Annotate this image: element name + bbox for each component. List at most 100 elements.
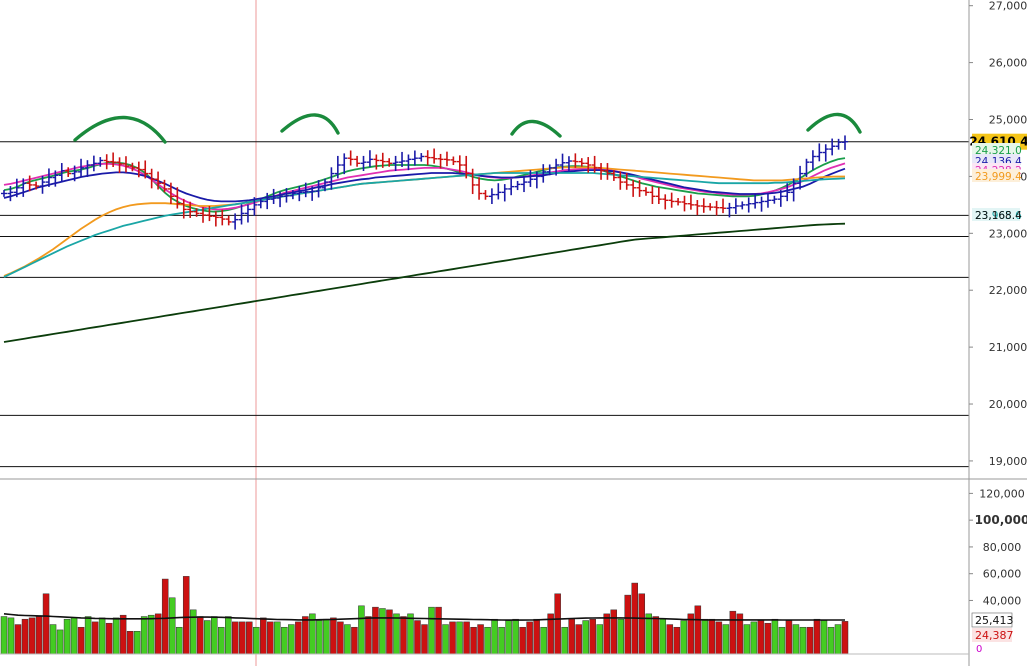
price-bar[interactable]: [354, 155, 361, 167]
price-bar[interactable]: [565, 156, 572, 172]
price-bar[interactable]: [437, 153, 444, 169]
price-bar[interactable]: [167, 182, 174, 205]
price-bar[interactable]: [822, 144, 829, 162]
price-bar[interactable]: [283, 188, 290, 203]
price-bar[interactable]: [129, 162, 136, 172]
volume-bar[interactable]: [393, 613, 400, 655]
price-bar[interactable]: [630, 180, 637, 197]
price-bar[interactable]: [347, 150, 354, 166]
peak-annotation-arc[interactable]: [73, 115, 167, 144]
price-bar[interactable]: [257, 198, 264, 209]
volume-bar[interactable]: [379, 608, 386, 655]
volume-bar[interactable]: [119, 614, 127, 655]
price-bar[interactable]: [392, 155, 399, 171]
volume-bar[interactable]: [14, 624, 22, 655]
price-bar[interactable]: [572, 153, 579, 168]
price-bar[interactable]: [675, 198, 682, 206]
volume-bar[interactable]: [498, 626, 505, 655]
volume-panel[interactable]: [0, 576, 849, 655]
volume-bar[interactable]: [260, 617, 267, 655]
volume-bar[interactable]: [344, 624, 351, 655]
volume-bar[interactable]: [540, 626, 547, 655]
price-bar[interactable]: [842, 135, 848, 150]
volume-bar[interactable]: [442, 624, 449, 655]
price-bar[interactable]: [360, 155, 367, 171]
volume-bar[interactable]: [484, 626, 491, 655]
volume-bar[interactable]: [512, 618, 519, 655]
volume-bar[interactable]: [140, 616, 148, 655]
price-bar[interactable]: [610, 170, 617, 181]
price-bar[interactable]: [809, 150, 816, 170]
price-bar[interactable]: [219, 209, 226, 226]
price-bar[interactable]: [334, 155, 341, 179]
volume-bar[interactable]: [98, 617, 106, 655]
volume-bar[interactable]: [7, 617, 15, 655]
volume-bar[interactable]: [295, 621, 302, 655]
volume-bar[interactable]: [112, 617, 120, 655]
volume-bar[interactable]: [617, 618, 624, 655]
price-bar[interactable]: [649, 186, 656, 205]
volume-bar[interactable]: [834, 624, 842, 655]
volume-bar[interactable]: [323, 618, 330, 655]
volume-bar[interactable]: [147, 614, 155, 655]
price-bar[interactable]: [341, 153, 348, 175]
volume-bar[interactable]: [63, 618, 71, 655]
price-bar[interactable]: [668, 192, 675, 208]
price-bar[interactable]: [521, 175, 528, 193]
volume-bar[interactable]: [708, 618, 716, 655]
volume-bar[interactable]: [582, 620, 589, 655]
price-bar[interactable]: [745, 197, 752, 213]
volume-bar[interactable]: [281, 626, 288, 655]
price-bar[interactable]: [302, 182, 309, 198]
price-bar[interactable]: [225, 215, 232, 226]
price-bar[interactable]: [501, 184, 508, 202]
volume-bar[interactable]: [211, 616, 218, 655]
price-bar[interactable]: [662, 194, 669, 210]
volume-bar[interactable]: [554, 593, 561, 655]
price-bar[interactable]: [476, 177, 483, 200]
price-bar[interactable]: [418, 153, 425, 162]
volume-bar[interactable]: [400, 616, 407, 655]
volume-bar[interactable]: [778, 626, 786, 655]
volume-bar[interactable]: [680, 620, 688, 655]
price-bar[interactable]: [443, 151, 450, 167]
volume-bar[interactable]: [365, 616, 372, 655]
volume-bar[interactable]: [715, 621, 723, 655]
volume-bar[interactable]: [84, 616, 92, 655]
volume-bar[interactable]: [533, 618, 540, 655]
volume-bar[interactable]: [196, 616, 204, 655]
volume-bar[interactable]: [225, 616, 232, 655]
price-bar[interactable]: [585, 157, 592, 173]
price-bar[interactable]: [636, 180, 643, 197]
volume-bar[interactable]: [161, 578, 169, 655]
volume-bar[interactable]: [28, 617, 36, 655]
price-bar[interactable]: [816, 143, 823, 162]
volume-bar[interactable]: [645, 613, 653, 655]
volume-bar[interactable]: [638, 593, 646, 655]
price-bar[interactable]: [187, 201, 194, 218]
moving-average-line[interactable]: [3, 157, 846, 213]
volume-bar[interactable]: [77, 626, 85, 655]
volume-bar[interactable]: [42, 593, 50, 655]
price-bar[interactable]: [713, 200, 720, 216]
volume-bar[interactable]: [105, 622, 113, 655]
price-bar[interactable]: [700, 198, 707, 213]
price-bar[interactable]: [771, 195, 778, 204]
price-bar[interactable]: [642, 187, 649, 196]
volume-bar[interactable]: [316, 620, 323, 655]
price-bar[interactable]: [540, 164, 547, 183]
volume-bar[interactable]: [70, 617, 78, 655]
volume-bar[interactable]: [477, 624, 484, 655]
price-bar[interactable]: [694, 200, 701, 216]
price-bar[interactable]: [527, 170, 534, 187]
price-bar[interactable]: [623, 172, 630, 190]
price-bar[interactable]: [193, 208, 200, 217]
volume-bar[interactable]: [771, 618, 779, 655]
volume-bar[interactable]: [386, 609, 393, 655]
price-bar[interactable]: [90, 155, 97, 172]
price-bar[interactable]: [161, 179, 168, 193]
price-bar[interactable]: [155, 171, 162, 190]
moving-average-line[interactable]: [3, 167, 846, 203]
volume-bar[interactable]: [154, 613, 162, 655]
volume-bar[interactable]: [610, 609, 617, 655]
